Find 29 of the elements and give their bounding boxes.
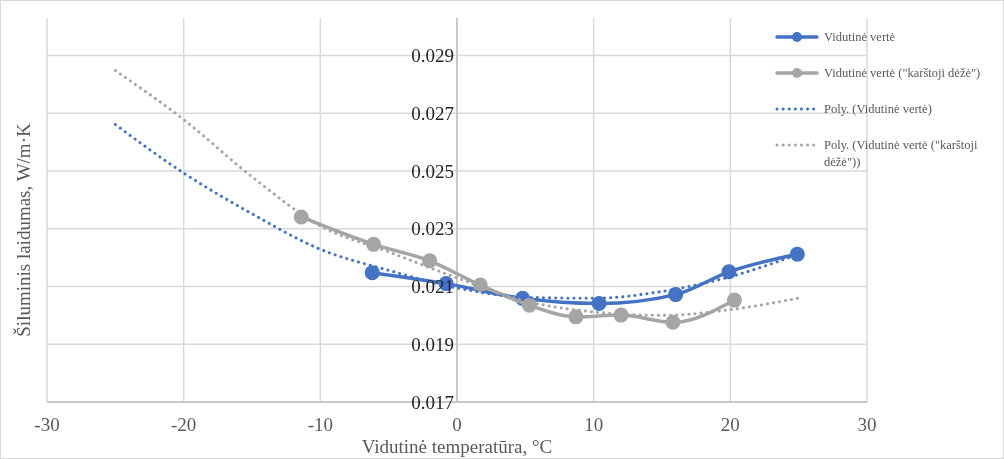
y-tick-label: 0.023 bbox=[411, 218, 454, 240]
y-tick-label: 0.017 bbox=[411, 391, 454, 413]
point bbox=[721, 264, 737, 280]
point bbox=[422, 253, 438, 269]
y-tick-label: 0.019 bbox=[411, 333, 454, 355]
x-axis-title: Vidutinė temperatūra, °C bbox=[361, 436, 553, 457]
x-tick-label: -20 bbox=[171, 414, 197, 435]
x-tick-label: -10 bbox=[307, 414, 333, 435]
x-tick-label: 20 bbox=[720, 414, 740, 435]
y-tick-label: 0.025 bbox=[411, 160, 454, 182]
x-tick-label: 10 bbox=[584, 414, 604, 435]
point bbox=[591, 296, 607, 312]
point bbox=[789, 246, 805, 262]
legend-label: Poly. (Vidutinė vertė ("karštoji dėžė")) bbox=[824, 138, 979, 170]
y-tick-label: 0.029 bbox=[411, 45, 454, 67]
x-tick-label: 0 bbox=[452, 414, 462, 435]
legend-label: Vidutinė vertė bbox=[824, 30, 896, 45]
legend-label: Vidutinė vertė ("karštoji dėžė") bbox=[824, 66, 981, 81]
x-tick-label: 30 bbox=[857, 414, 877, 435]
point bbox=[665, 314, 681, 330]
y-axis-title: Šiluminis laidumas, W/m·K bbox=[13, 123, 34, 337]
point bbox=[668, 287, 684, 303]
point bbox=[366, 236, 382, 252]
point bbox=[568, 309, 584, 325]
legend-label: Poly. (Vidutinė vertė) bbox=[824, 102, 932, 117]
point bbox=[726, 292, 742, 308]
y-tick-label: 0.027 bbox=[411, 102, 454, 124]
point bbox=[364, 265, 380, 281]
x-tick-label: -30 bbox=[34, 414, 60, 435]
